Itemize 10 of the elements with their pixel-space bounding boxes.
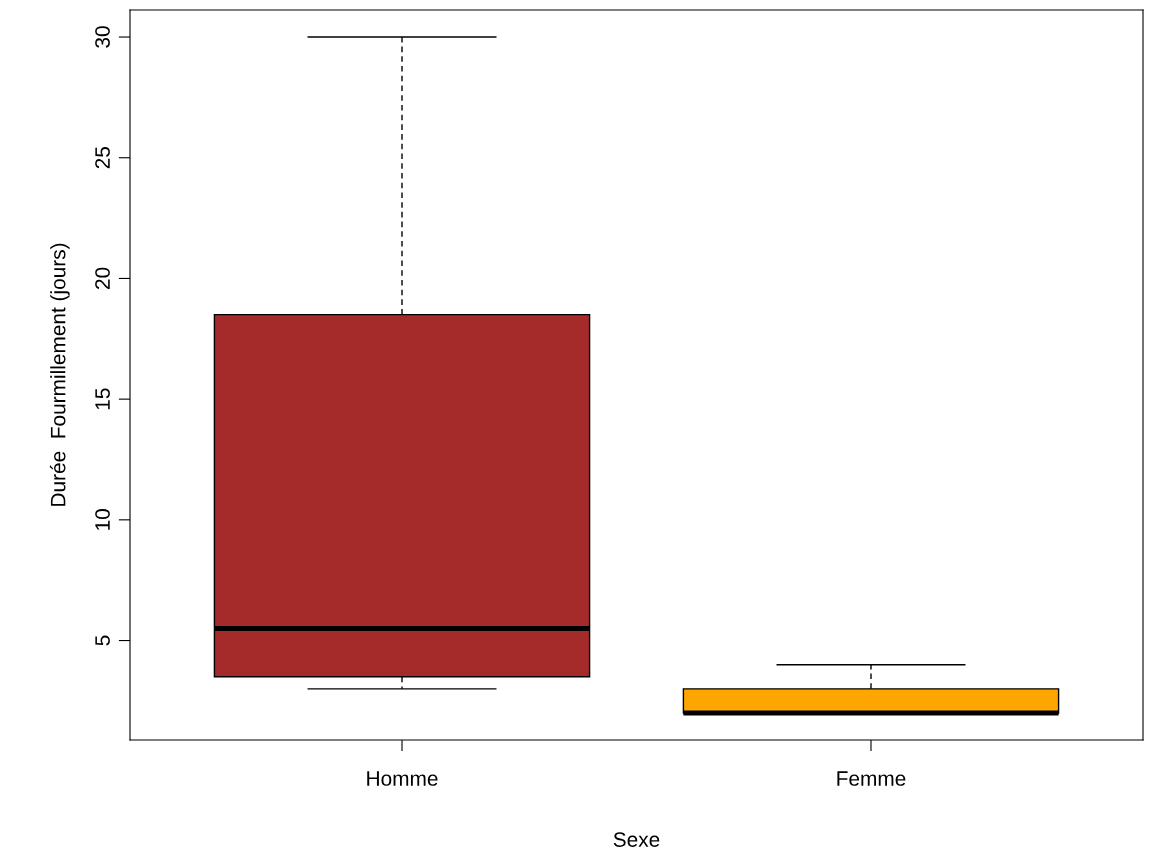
y-tick-label: 25: [95, 147, 110, 169]
x-tick-label: Femme: [837, 771, 906, 786]
y-tick-label: 20: [95, 267, 110, 289]
y-tick-label: 30: [95, 26, 110, 48]
y-tick-label: 5: [95, 635, 110, 646]
x-axis-title: Sexe: [613, 832, 660, 847]
y-axis-title: Durée Fourmillement (jours): [49, 243, 70, 506]
x-tick-label: Homme: [367, 771, 438, 786]
y-tick-label: 15: [95, 388, 110, 410]
y-tick-label: 10: [95, 509, 110, 530]
